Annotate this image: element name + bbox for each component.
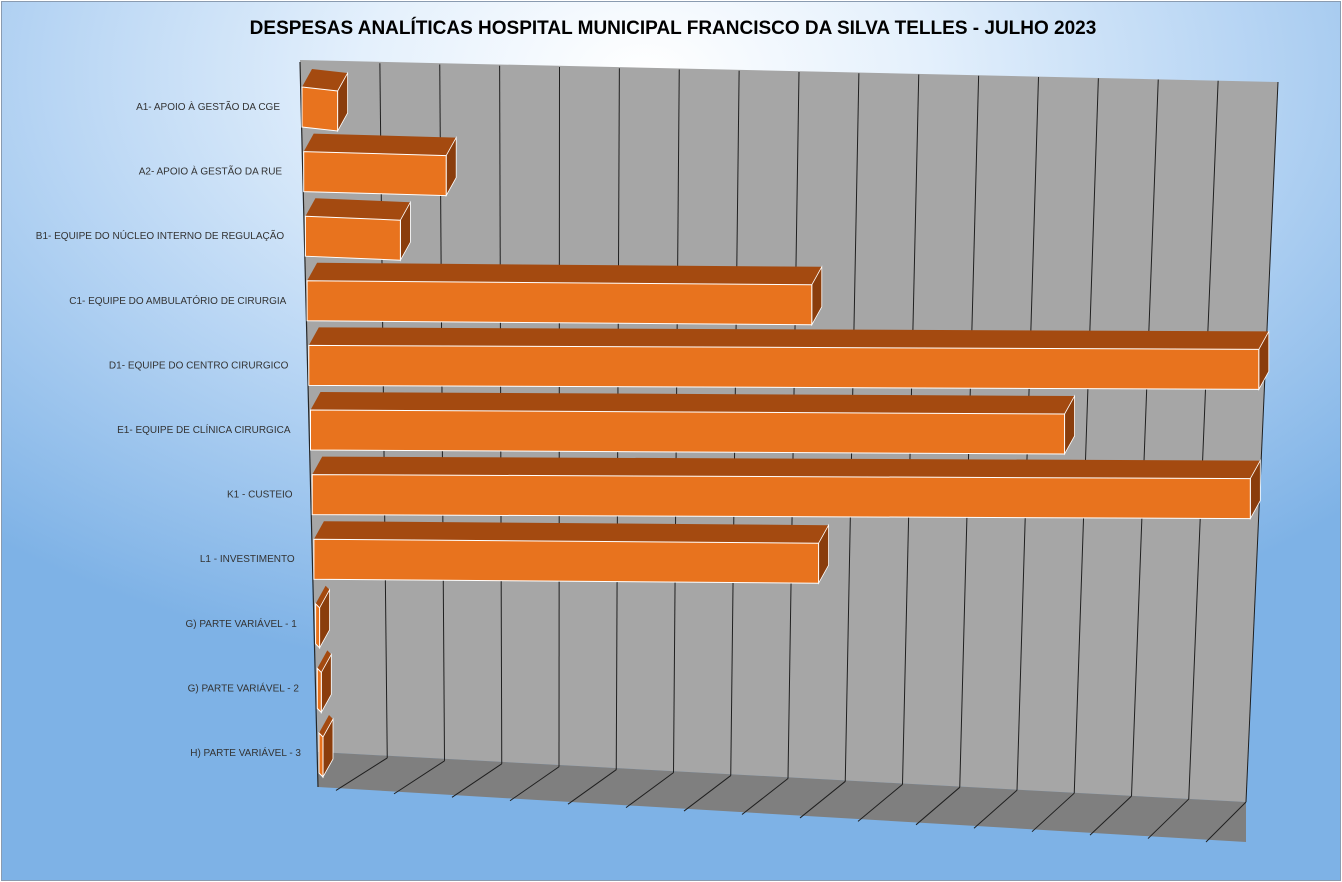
bar	[311, 474, 1251, 520]
bar	[315, 602, 321, 650]
bar-top-face	[313, 521, 829, 544]
bar-top-face	[319, 715, 333, 737]
category-axis-line	[299, 61, 319, 788]
bar	[313, 538, 820, 584]
floor-gridline	[509, 766, 560, 802]
bar	[301, 86, 339, 132]
category-label: K1 - CUSTEIO	[227, 490, 293, 501]
bar	[310, 409, 1066, 455]
category-label: G) PARTE VARIÁVEL - 2	[188, 681, 300, 694]
category-label: E1- EQUIPE DE CLÍNICA CIRURGICA	[117, 423, 291, 436]
gridline	[1188, 80, 1219, 800]
category-label: G) PARTE VARIÁVEL - 1	[185, 617, 297, 630]
bar-top-face	[302, 69, 348, 91]
bar-top-face	[315, 585, 330, 608]
floor-gridline	[683, 775, 732, 812]
bar-top-face	[307, 262, 822, 285]
bar	[318, 731, 324, 779]
floor-gridline	[625, 772, 674, 809]
floor-gridline	[1089, 795, 1132, 836]
bar	[308, 344, 1260, 390]
bars	[301, 69, 1270, 779]
bar-top-face	[305, 198, 411, 221]
bar-top-face	[317, 650, 332, 673]
category-label: L1 - INVESTIMENTO	[200, 554, 295, 565]
gridline	[1131, 79, 1159, 797]
bar-top-face	[308, 327, 1269, 350]
category-label: D1- EQUIPE DO CENTRO CIRURGICO	[109, 360, 289, 371]
floor-gridline	[741, 778, 789, 815]
floor-gridline	[857, 783, 903, 822]
floor-gridline	[799, 781, 846, 819]
floor	[318, 752, 1246, 842]
category-label: A2- APOIO À GESTÃO DA RUE	[139, 165, 283, 178]
chart-title: DESPESAS ANALÍTICAS HOSPITAL MUNICIPAL F…	[249, 18, 1097, 39]
gridline	[1245, 81, 1279, 803]
bar-top-face	[303, 133, 457, 156]
bar	[316, 667, 322, 714]
category-label: B1- EQUIPE DO NÚCLEO INTERNO DE REGULAÇÃ…	[36, 229, 285, 242]
category-label: H) PARTE VARIÁVEL - 3	[190, 746, 301, 759]
category-label: C1- EQUIPE DO AMBULATÓRIO DE CIRURGIA	[69, 294, 286, 307]
category-label: A1- APOIO À GESTÃO DA CGE	[136, 100, 280, 113]
category-labels: A1- APOIO À GESTÃO DA CGE A2- APOIO À GES…	[36, 100, 302, 759]
bar	[304, 215, 401, 261]
floor-gridline	[451, 763, 503, 798]
bar	[306, 280, 813, 326]
bar-top-face	[312, 456, 1261, 479]
gridline	[1073, 78, 1099, 794]
floor-gridline	[915, 786, 961, 826]
floor-gridline	[1147, 798, 1190, 839]
floor-gridline	[1031, 792, 1075, 833]
bar-top-face	[310, 392, 1075, 414]
floor-gridline	[567, 769, 617, 805]
floor-gridline	[1205, 801, 1247, 843]
floor-gridline	[973, 789, 1018, 829]
floor-gridline	[393, 760, 445, 795]
bar	[303, 151, 447, 197]
floor-gridline	[335, 757, 388, 791]
